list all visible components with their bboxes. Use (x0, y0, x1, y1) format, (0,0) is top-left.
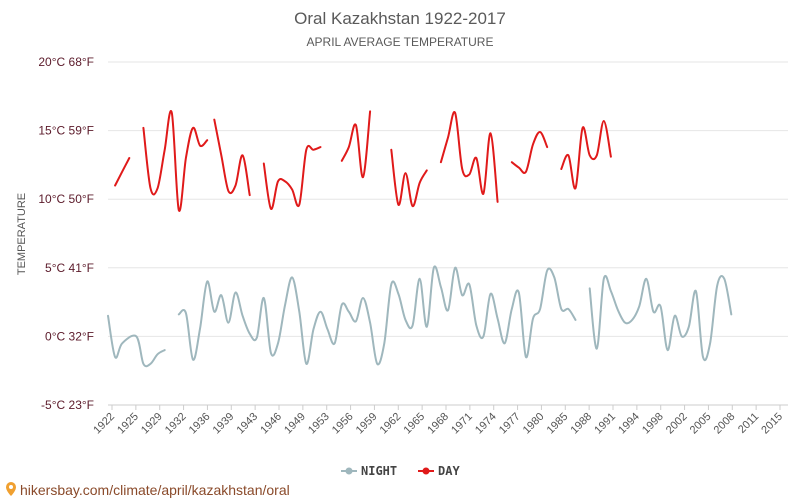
x-tick-label: 1962 (378, 411, 404, 437)
x-tick-label: 1925 (115, 411, 141, 437)
day-line-segment (114, 157, 131, 187)
x-tick-label: 1991 (592, 411, 618, 437)
y-tick-label: 20°C 68°F (38, 55, 94, 69)
legend-item-day[interactable]: DAY (418, 464, 460, 478)
day-line-segment (390, 148, 428, 208)
day-line-segment (262, 144, 322, 210)
x-tick-label: 2002 (664, 411, 690, 437)
x-tick-label: 2015 (759, 411, 785, 437)
legend: NIGHT DAY (341, 464, 460, 478)
x-tick-label: 1988 (568, 411, 594, 437)
x-tick-label: 1943 (234, 411, 260, 437)
y-axis-label: TEMPERATURE (16, 193, 28, 275)
x-tick-label: 1985 (545, 411, 571, 437)
x-tick-label: 1953 (306, 411, 332, 437)
chart-subtitle: APRIL AVERAGE TEMPERATURE (307, 35, 494, 49)
x-tick-label: 1998 (640, 411, 666, 437)
x-tick-label: 1932 (163, 411, 189, 437)
legend-swatch-night-dot (345, 467, 353, 475)
day-line-segment (340, 110, 372, 179)
day-line-segment (439, 110, 499, 203)
x-tick-label: 1949 (282, 411, 308, 437)
x-tick-label: 1936 (187, 411, 213, 437)
y-tick-label: 5°C 41°F (45, 261, 94, 275)
series-day (114, 109, 612, 212)
series-night (107, 265, 733, 368)
x-tick-label: 1968 (425, 411, 451, 437)
x-tick-label: 1946 (258, 411, 284, 437)
x-tick-label: 1977 (497, 411, 523, 437)
night-line-segment (107, 314, 166, 368)
x-axis-ticks: 1922192519291932193619391943194619491953… (91, 405, 785, 436)
legend-swatch-day-dot (422, 467, 430, 475)
day-line-segment (213, 118, 251, 197)
series-lines (107, 109, 733, 368)
y-tick-label: 0°C 32°F (45, 329, 94, 343)
x-tick-label: 1974 (473, 411, 499, 437)
legend-item-night[interactable]: NIGHT (341, 464, 397, 478)
x-tick-label: 2011 (736, 411, 761, 436)
day-line-segment (142, 109, 209, 212)
x-tick-label: 1922 (91, 411, 117, 437)
gridlines (108, 61, 788, 406)
chart-title: Oral Kazakhstan 1922-2017 (294, 9, 506, 28)
x-tick-label: 1980 (521, 411, 547, 437)
footer-link[interactable]: hikersbay.com/climate/april/kazakhstan/o… (6, 482, 290, 498)
x-tick-label: 1939 (211, 411, 237, 437)
x-tick-label: 1956 (330, 411, 356, 437)
footer-url: hikersbay.com/climate/april/kazakhstan/o… (20, 482, 290, 498)
x-tick-label: 1994 (616, 411, 642, 437)
y-tick-label: 15°C 59°F (38, 124, 94, 138)
y-axis-ticks: -5°C 23°F 0°C 32°F 5°C 41°F 10°C 50°F 15°C 5… (38, 55, 94, 412)
location-pin-icon (6, 482, 16, 496)
y-tick-label: -5°C 23°F (41, 398, 94, 412)
x-tick-label: 1965 (401, 411, 427, 437)
night-line-segment (177, 265, 577, 366)
x-tick-label: 1971 (449, 411, 475, 437)
y-tick-label: 10°C 50°F (38, 192, 94, 206)
night-line-segment (588, 274, 733, 362)
day-line-segment (560, 119, 612, 190)
x-tick-label: 2008 (712, 411, 738, 437)
legend-label-night: NIGHT (361, 464, 397, 478)
x-tick-label: 2005 (688, 411, 714, 437)
legend-label-day: DAY (438, 464, 460, 478)
x-tick-label: 1929 (139, 411, 165, 437)
x-tick-label: 1959 (354, 411, 380, 437)
day-line-segment (510, 131, 549, 174)
